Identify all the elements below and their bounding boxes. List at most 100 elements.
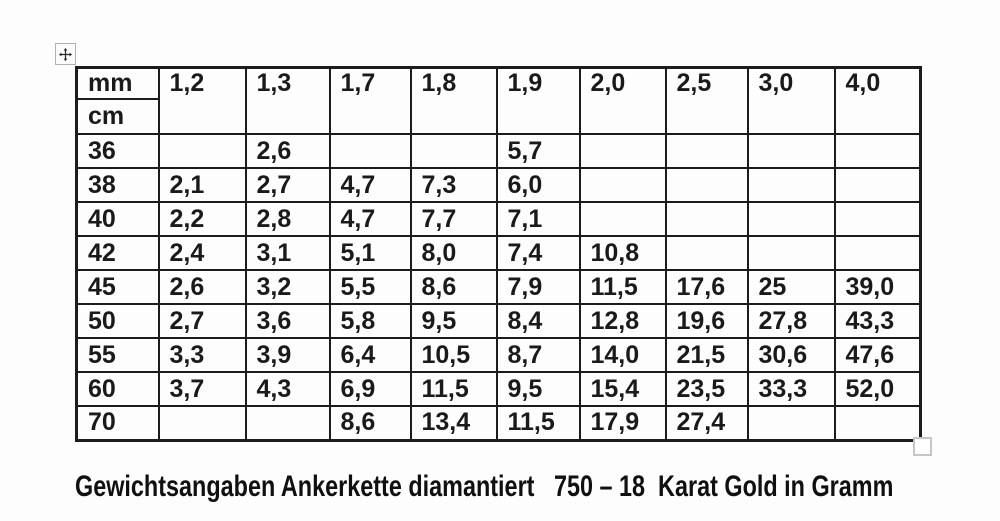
- weight-cell[interactable]: [833, 405, 922, 441]
- weight-cell[interactable]: [578, 133, 667, 169]
- length-cell[interactable]: 70: [75, 405, 160, 441]
- weight-cell[interactable]: [157, 405, 247, 441]
- weight-cell[interactable]: [578, 201, 667, 237]
- length-cell[interactable]: 40: [75, 201, 160, 237]
- weight-cell[interactable]: [746, 201, 836, 237]
- weight-cell[interactable]: 3,9: [244, 337, 331, 373]
- weight-cell[interactable]: 8,6: [328, 405, 412, 441]
- weight-cell[interactable]: 5,5: [328, 269, 412, 305]
- weight-cell[interactable]: [409, 133, 498, 169]
- weight-cell[interactable]: 2,6: [157, 269, 247, 305]
- weight-cell[interactable]: 47,6: [833, 337, 922, 373]
- weight-cell[interactable]: 3,1: [244, 235, 331, 271]
- table-resize-handle[interactable]: [913, 437, 932, 456]
- weight-cell[interactable]: 9,5: [495, 371, 581, 407]
- weight-cell[interactable]: [664, 235, 749, 271]
- weight-cell[interactable]: [578, 167, 667, 203]
- weight-cell[interactable]: 6,4: [328, 337, 412, 373]
- weight-cell[interactable]: 7,7: [409, 201, 498, 237]
- weight-cell[interactable]: 11,5: [495, 405, 581, 441]
- weight-cell[interactable]: 27,8: [746, 303, 836, 339]
- weight-cell[interactable]: 2,8: [244, 201, 331, 237]
- weight-cell[interactable]: 39,0: [833, 269, 922, 305]
- weight-cell[interactable]: 2,1: [157, 167, 247, 203]
- weight-cell[interactable]: 2,6: [244, 133, 331, 169]
- table-move-handle[interactable]: [55, 43, 76, 65]
- weight-cell[interactable]: 6,9: [328, 371, 412, 407]
- weight-cell[interactable]: 25: [746, 269, 836, 305]
- weight-cell[interactable]: 43,3: [833, 303, 922, 339]
- length-cell[interactable]: 50: [75, 303, 160, 339]
- weight-cell[interactable]: [664, 201, 749, 237]
- weight-cell[interactable]: 6,0: [495, 167, 581, 203]
- weight-cell[interactable]: 15,4: [578, 371, 667, 407]
- weight-cell[interactable]: 11,5: [578, 269, 667, 305]
- length-cell[interactable]: 45: [75, 269, 160, 305]
- weight-cell[interactable]: 4,3: [244, 371, 331, 407]
- weight-cell[interactable]: 19,6: [664, 303, 749, 339]
- weight-cell[interactable]: 13,4: [409, 405, 498, 441]
- weight-cell[interactable]: [833, 167, 922, 203]
- diameter-header-cell[interactable]: 1,9: [495, 66, 581, 135]
- weight-cell[interactable]: 23,5: [664, 371, 749, 407]
- weight-cell[interactable]: 8,6: [409, 269, 498, 305]
- unit-mm-cell[interactable]: mm: [75, 66, 160, 100]
- weight-cell[interactable]: [746, 235, 836, 271]
- weight-cell[interactable]: 10,5: [409, 337, 498, 373]
- weight-cell[interactable]: [664, 167, 749, 203]
- weight-cell[interactable]: [833, 201, 922, 237]
- diameter-header-cell[interactable]: 1,2: [157, 66, 247, 135]
- length-cell[interactable]: 36: [75, 133, 160, 169]
- diameter-header-cell[interactable]: 4,0: [833, 66, 922, 135]
- weight-cell[interactable]: 30,6: [746, 337, 836, 373]
- weight-cell[interactable]: [746, 167, 836, 203]
- diameter-header-cell[interactable]: 2,0: [578, 66, 667, 135]
- diameter-header-cell[interactable]: 1,7: [328, 66, 412, 135]
- table-caption[interactable]: Gewichtsangaben Ankerkette diamantiert 7…: [75, 470, 894, 503]
- weight-cell[interactable]: 5,7: [495, 133, 581, 169]
- weight-cell[interactable]: 12,8: [578, 303, 667, 339]
- weight-cell[interactable]: 2,7: [157, 303, 247, 339]
- weight-cell[interactable]: 27,4: [664, 405, 749, 441]
- weight-cell[interactable]: [244, 405, 331, 441]
- weight-cell[interactable]: 17,6: [664, 269, 749, 305]
- weight-cell[interactable]: [833, 235, 922, 271]
- weight-cell[interactable]: [328, 133, 412, 169]
- weight-cell[interactable]: 7,9: [495, 269, 581, 305]
- weight-cell[interactable]: [664, 133, 749, 169]
- weight-cell[interactable]: 33,3: [746, 371, 836, 407]
- weight-cell[interactable]: 21,5: [664, 337, 749, 373]
- diameter-header-cell[interactable]: 1,3: [244, 66, 331, 135]
- weight-cell[interactable]: 2,2: [157, 201, 247, 237]
- weight-cell[interactable]: 3,3: [157, 337, 247, 373]
- weight-cell[interactable]: [833, 133, 922, 169]
- weight-cell[interactable]: 8,0: [409, 235, 498, 271]
- weight-cell[interactable]: 9,5: [409, 303, 498, 339]
- diameter-header-cell[interactable]: 3,0: [746, 66, 836, 135]
- length-cell[interactable]: 60: [75, 371, 160, 407]
- weight-cell[interactable]: [746, 405, 836, 441]
- weight-cell[interactable]: 5,8: [328, 303, 412, 339]
- weight-cell[interactable]: 8,7: [495, 337, 581, 373]
- weight-cell[interactable]: 5,1: [328, 235, 412, 271]
- weight-cell[interactable]: 7,3: [409, 167, 498, 203]
- length-cell[interactable]: 55: [75, 337, 160, 373]
- weight-cell[interactable]: 4,7: [328, 167, 412, 203]
- weight-cell[interactable]: 8,4: [495, 303, 581, 339]
- weight-cell[interactable]: [157, 133, 247, 169]
- weight-cell[interactable]: 7,1: [495, 201, 581, 237]
- weight-cell[interactable]: 3,2: [244, 269, 331, 305]
- weight-cell[interactable]: 11,5: [409, 371, 498, 407]
- length-cell[interactable]: 42: [75, 235, 160, 271]
- length-cell[interactable]: 38: [75, 167, 160, 203]
- weight-cell[interactable]: 7,4: [495, 235, 581, 271]
- weight-cell[interactable]: 3,6: [244, 303, 331, 339]
- weight-cell[interactable]: 2,4: [157, 235, 247, 271]
- unit-cm-cell[interactable]: cm: [75, 98, 160, 135]
- weight-cell[interactable]: 17,9: [578, 405, 667, 441]
- weight-cell[interactable]: 4,7: [328, 201, 412, 237]
- weight-cell[interactable]: 14,0: [578, 337, 667, 373]
- diameter-header-cell[interactable]: 2,5: [664, 66, 749, 135]
- diameter-header-cell[interactable]: 1,8: [409, 66, 498, 135]
- weight-cell[interactable]: 52,0: [833, 371, 922, 407]
